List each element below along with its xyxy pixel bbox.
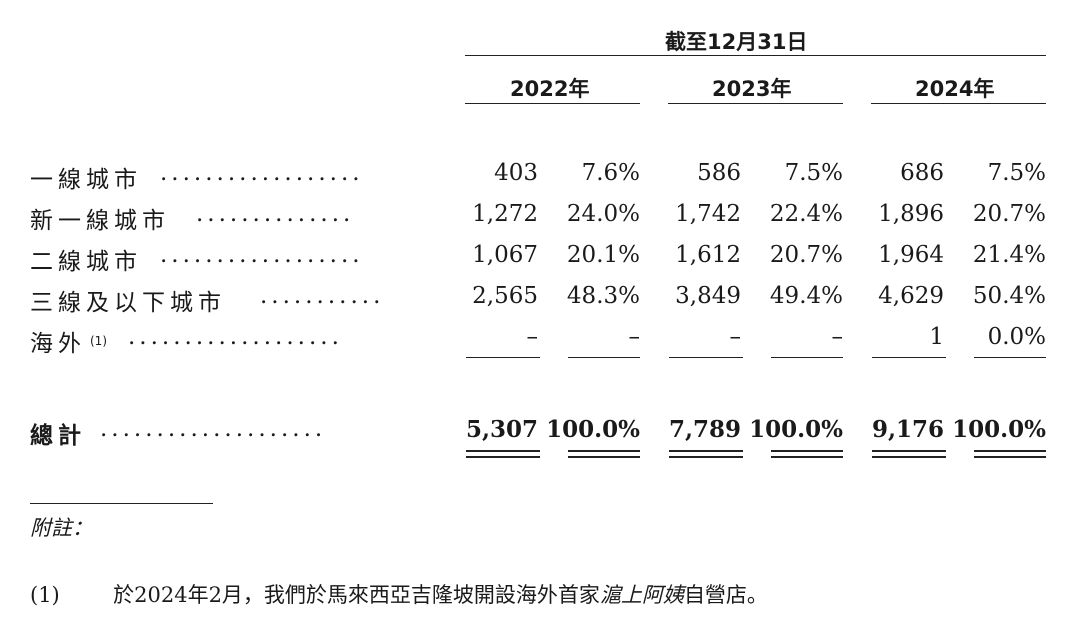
year-header-2023: 2023年	[712, 77, 792, 101]
cell-2023-count: 586	[697, 160, 741, 186]
cell-2024-percent: 0.0%	[987, 324, 1046, 350]
subtotal-rule	[669, 357, 743, 358]
table-row: 新一線城市.............. 1,272 24.0% 1,742 22.4% 1…	[0, 201, 1080, 235]
row-label: 海外 (1)	[30, 331, 107, 357]
cell-2024-count: 1,896	[878, 201, 944, 227]
cell-2024-count: 686	[900, 160, 944, 186]
cell-2024-percent: 21.4%	[972, 242, 1046, 268]
total-double-rule	[466, 450, 540, 458]
cell-2024-count: 1	[929, 324, 944, 350]
total-label: 總計	[30, 423, 86, 449]
row-label: 新一線城市	[30, 208, 170, 234]
subtotal-rule	[466, 357, 540, 358]
cell-2022-count: –	[526, 324, 539, 350]
cell-2023-count: –	[729, 324, 742, 350]
period-header: 截至12月31日	[665, 30, 808, 54]
year-header-2024: 2024年	[915, 77, 995, 101]
period-header-rule	[465, 55, 1046, 56]
footnote-ref: (1)	[90, 334, 107, 348]
note-brand-name: 滬上阿姨	[599, 583, 684, 607]
total-2024-count: 9,176	[871, 416, 944, 443]
notes-title: 附註：	[30, 516, 93, 540]
cell-2022-count: 403	[494, 160, 538, 186]
cell-2022-percent: –	[628, 324, 641, 350]
leader-dots: ...........	[260, 283, 385, 309]
table-row: 三線及以下城市........... 2,565 48.3% 3,849 49.4% 4,…	[0, 283, 1080, 317]
note-marker: (1)	[30, 583, 60, 607]
note-text-end: 自營店。	[683, 583, 768, 607]
leader-dots: ..................	[160, 242, 364, 268]
cell-2022-count: 1,067	[472, 242, 538, 268]
total-double-rule	[872, 450, 946, 458]
table-row: 一線城市.................. 403 7.6% 586 7.5% 686 7…	[0, 160, 1080, 194]
cell-2023-percent: 20.7%	[769, 242, 843, 268]
total-2022-count: 5,307	[465, 416, 538, 443]
cell-2022-percent: 48.3%	[566, 283, 640, 309]
cell-2024-percent: 20.7%	[972, 201, 1046, 227]
row-label: 三線及以下城市	[30, 290, 226, 316]
cell-2024-percent: 50.4%	[972, 283, 1046, 309]
year-rule-2024	[871, 103, 1046, 104]
cell-2024-percent: 7.5%	[987, 160, 1046, 186]
cell-2023-percent: 7.5%	[784, 160, 843, 186]
total-double-rule	[568, 450, 640, 458]
cell-2022-count: 2,565	[472, 283, 538, 309]
leader-dots: ..............	[196, 201, 355, 227]
row-label: 二線城市	[30, 249, 142, 275]
total-2024-percent: 100.0%	[952, 416, 1046, 443]
subtotal-rule	[568, 357, 640, 358]
notes-separator	[30, 503, 213, 504]
note-text: 於2024年2月，我們於馬來西亞吉隆坡開設海外首家	[113, 583, 600, 607]
subtotal-rule	[974, 357, 1046, 358]
cell-2023-percent: 22.4%	[769, 201, 843, 227]
table-row: 二線城市.................. 1,067 20.1% 1,612 20.…	[0, 242, 1080, 276]
total-double-rule	[669, 450, 743, 458]
cell-2023-percent: 49.4%	[769, 283, 843, 309]
cell-2023-count: 1,612	[675, 242, 741, 268]
subtotal-rule	[872, 357, 946, 358]
cell-2024-count: 1,964	[878, 242, 944, 268]
leader-dots: ...................	[128, 324, 343, 350]
total-2023-count: 7,789	[668, 416, 741, 443]
total-double-rule	[974, 450, 1046, 458]
cell-2022-count: 1,272	[472, 201, 538, 227]
cell-2023-count: 1,742	[675, 201, 741, 227]
cell-2023-percent: –	[831, 324, 844, 350]
leader-dots: ..................	[160, 160, 364, 186]
year-header-2022: 2022年	[510, 77, 590, 101]
total-double-rule	[771, 450, 843, 458]
year-rule-2022	[465, 103, 640, 104]
cell-2024-count: 4,629	[878, 283, 944, 309]
table-row: 海外 (1)................... – – – – 1 0.0%	[0, 324, 1080, 358]
cell-2022-percent: 20.1%	[566, 242, 640, 268]
total-2022-percent: 100.0%	[546, 416, 640, 443]
total-row: 總計 .................... 5,307 100.0% 7,7…	[0, 416, 1080, 450]
cell-2022-percent: 24.0%	[566, 201, 640, 227]
total-leader-dots: ....................	[100, 416, 327, 442]
note-item: (1) 於2024年2月，我們於馬來西亞吉隆坡開設海外首家滬上阿姨自營店。	[30, 579, 768, 609]
year-rule-2023	[668, 103, 843, 104]
cell-2022-percent: 7.6%	[581, 160, 640, 186]
subtotal-rule	[771, 357, 843, 358]
total-2023-percent: 100.0%	[749, 416, 843, 443]
cell-2023-count: 3,849	[675, 283, 741, 309]
row-label: 一線城市	[30, 167, 142, 193]
